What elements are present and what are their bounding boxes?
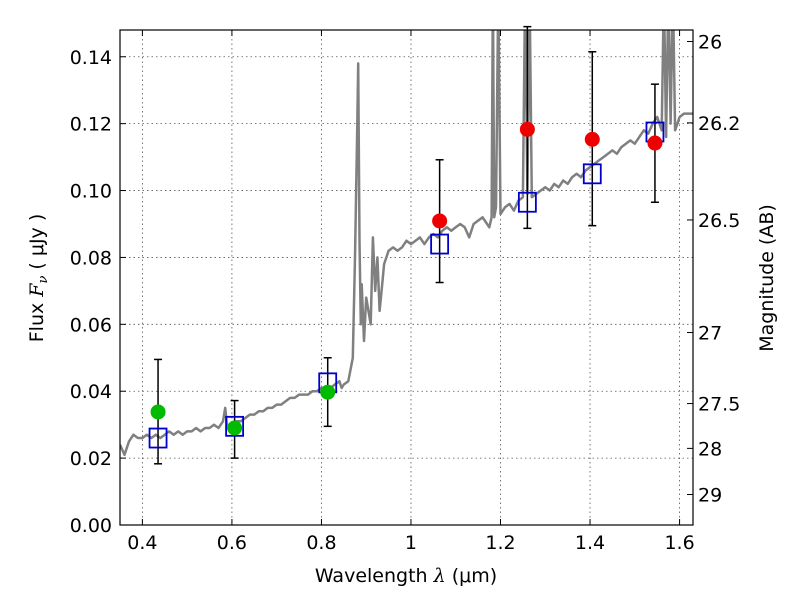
observed-point-nir [584, 131, 600, 147]
x-tick-label: 1.2 [485, 532, 515, 554]
observed-point-nir [432, 213, 448, 229]
y2-tick-label: 26 [698, 32, 722, 54]
y-tick-label: 0.10 [70, 181, 112, 203]
axis-ticks: 0.4 0.6 0.8 1 1.2 1.4 1.6 0.00 0.02 0.04 0.06 0.08 0… [70, 30, 740, 554]
model-point [148, 427, 168, 449]
spectrum-line [120, 30, 693, 457]
observed-point-nir [519, 121, 535, 137]
observed-point-optical [150, 404, 166, 420]
observed-point-optical [227, 420, 243, 436]
y2-tick-label: 29 [698, 484, 722, 506]
y-tick-label: 0.14 [70, 47, 112, 69]
x-tick-label: 1 [405, 532, 417, 554]
model-point [582, 163, 602, 185]
grid [120, 30, 693, 525]
y-axis-label: Flux Fν ( μJy ) [26, 214, 51, 343]
observed-point-optical [320, 384, 336, 400]
y-tick-label: 0.12 [70, 114, 112, 136]
x-tick-label: 1.4 [575, 532, 605, 554]
y2-tick-label: 27.5 [698, 394, 740, 416]
plot-frame [119, 29, 694, 526]
y2-tick-label: 26.2 [698, 113, 740, 135]
model-point [517, 191, 537, 213]
x-tick-label: 1.6 [664, 532, 694, 554]
x-tick-label: 0.8 [306, 532, 336, 554]
x-axis-label: Wavelength λ (μm) [315, 565, 497, 587]
x-tick-label: 0.4 [127, 532, 157, 554]
errorbars [154, 25, 659, 465]
model-points [148, 121, 665, 449]
model-point [430, 233, 450, 255]
y2-axis-label: Magnitude (AB) [756, 204, 778, 352]
observed-point-nir [647, 135, 663, 151]
y2-tick-label: 28 [698, 438, 722, 460]
observed-points [150, 121, 663, 436]
y-tick-label: 0.02 [70, 448, 112, 470]
y-tick-label: 0.04 [70, 381, 112, 403]
y-tick-label: 0.06 [70, 314, 112, 336]
y2-tick-label: 27 [698, 323, 722, 345]
spectrum-series [120, 30, 693, 457]
y-tick-label: 0.00 [70, 515, 112, 537]
y2-tick-label: 26.5 [698, 210, 740, 232]
x-tick-label: 0.6 [217, 532, 247, 554]
y-tick-label: 0.08 [70, 247, 112, 269]
model-point [225, 415, 245, 437]
